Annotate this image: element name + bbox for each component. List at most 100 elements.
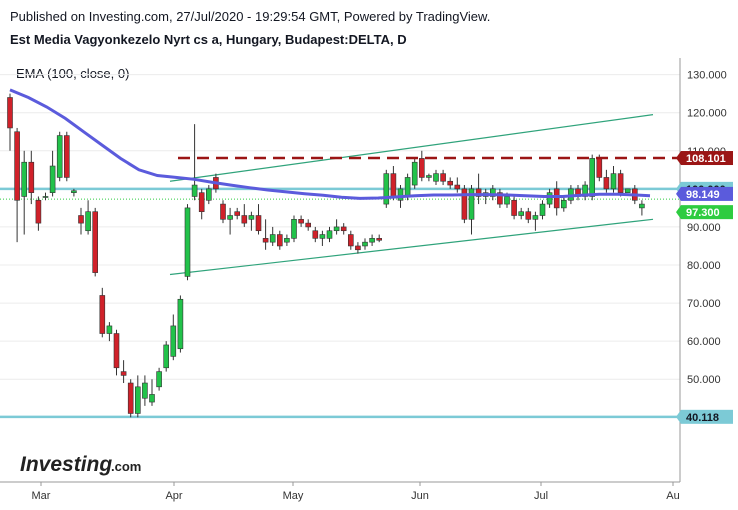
candle-up: [589, 158, 596, 197]
candle-up: [518, 211, 525, 216]
time-axis: Mar Apr May Jun Jul Au: [32, 482, 680, 502]
price-tick-label: 80.000: [687, 260, 721, 272]
candle-up: [106, 325, 113, 334]
price-tag-box: [681, 409, 733, 424]
price-tag-label: 98.149: [686, 189, 720, 201]
candle-down: [347, 234, 354, 247]
candle-up: [156, 371, 162, 388]
price-tag-label: 40.118: [686, 412, 719, 424]
candle-down: [35, 199, 42, 224]
trend-channel: [169, 114, 654, 276]
candle-up: [404, 177, 411, 197]
price-tag-box: [681, 186, 733, 201]
symbol-title: Est Media Vagyonkezelo Nyrt cs a, Hungar…: [10, 32, 407, 47]
time-tick-label: May: [283, 490, 304, 502]
candle-up: [504, 196, 510, 205]
horizontal-lines: [0, 187, 680, 419]
candle-up: [326, 230, 333, 239]
investing-logo: Investing .com: [20, 453, 141, 476]
candle-down: [596, 158, 603, 178]
time-tick-label: Apr: [165, 490, 182, 502]
candle-up: [411, 161, 418, 186]
ema-legend-label: EMA (100, close, 0): [16, 66, 130, 81]
candle-down: [113, 333, 120, 369]
candle-up: [397, 188, 404, 201]
candle-up: [248, 215, 255, 220]
candle-up: [383, 173, 390, 205]
candle-up: [170, 325, 177, 357]
candle-down: [525, 211, 532, 220]
candle-down: [127, 382, 134, 414]
time-tick-label: Jul: [534, 490, 548, 502]
candle-up: [489, 188, 496, 197]
price-tag-label: 108.101: [686, 153, 726, 165]
candle-up: [532, 215, 539, 220]
candle-down: [241, 215, 248, 224]
channel-upper-line: [169, 114, 654, 182]
candle-down: [234, 211, 240, 216]
candle-up: [426, 175, 432, 178]
candle-down: [198, 192, 205, 213]
candle-up: [610, 173, 617, 190]
candle-down: [475, 188, 482, 197]
candle-up: [362, 241, 368, 247]
candlestick-series: [7, 93, 645, 418]
time-tick-label: Jun: [411, 490, 429, 502]
candle-up: [433, 173, 439, 182]
candle-down: [28, 161, 35, 193]
candle-up: [135, 386, 141, 414]
candle-up: [269, 234, 276, 243]
price-tag-pointer: [676, 186, 681, 201]
candle-up: [624, 188, 631, 193]
candle-up: [369, 238, 375, 243]
time-tick-label: Au: [666, 490, 679, 502]
candle-up: [191, 184, 198, 197]
price-tag-pointer: [676, 409, 681, 424]
channel-lower-line: [169, 218, 654, 276]
candle-down: [497, 192, 503, 205]
candle-up: [42, 196, 49, 198]
candle-up: [149, 394, 155, 403]
candle-down: [376, 238, 383, 241]
time-tick-label: Mar: [32, 490, 51, 502]
candle-up: [85, 211, 91, 232]
candle-down: [255, 215, 262, 232]
candle-down: [440, 173, 446, 182]
price-tag-pointer: [676, 205, 681, 220]
candle-up: [291, 219, 297, 239]
price-axis: 130.000120.000110.000100.00090.00080.000…: [687, 70, 727, 425]
candle-down: [390, 173, 397, 197]
candle-down: [617, 173, 624, 193]
candle-down: [340, 226, 347, 232]
candle-down: [78, 215, 84, 224]
candle-up: [21, 161, 28, 197]
price-tick-label: 70.000: [687, 298, 721, 310]
candle-up: [56, 135, 63, 178]
ema-100-line: [9, 88, 651, 200]
logo-wordmark: Investing: [20, 453, 112, 476]
candle-up: [142, 382, 148, 399]
price-tick-label: 130.000: [687, 70, 727, 82]
candle-down: [262, 238, 269, 243]
candle-up: [177, 298, 184, 350]
chart-grid: [0, 74, 680, 418]
candle-down: [461, 188, 468, 220]
candle-up: [284, 238, 290, 243]
candle-down: [312, 230, 319, 239]
candle-down: [553, 188, 560, 209]
candle-down: [511, 199, 517, 216]
candle-up: [71, 190, 77, 193]
candle-down: [99, 295, 106, 334]
candle-down: [447, 180, 454, 186]
candle-up: [184, 207, 191, 277]
publisher-line: Published on Investing.com, 27/Jul/2020 …: [10, 9, 491, 24]
candle-up: [163, 344, 169, 369]
candle-up: [227, 215, 233, 220]
candle-up: [319, 234, 326, 239]
candle-down: [64, 135, 70, 178]
price-tick-label: 50.000: [687, 374, 721, 386]
logo-suffix: .com: [111, 459, 141, 474]
candle-up: [333, 226, 340, 232]
